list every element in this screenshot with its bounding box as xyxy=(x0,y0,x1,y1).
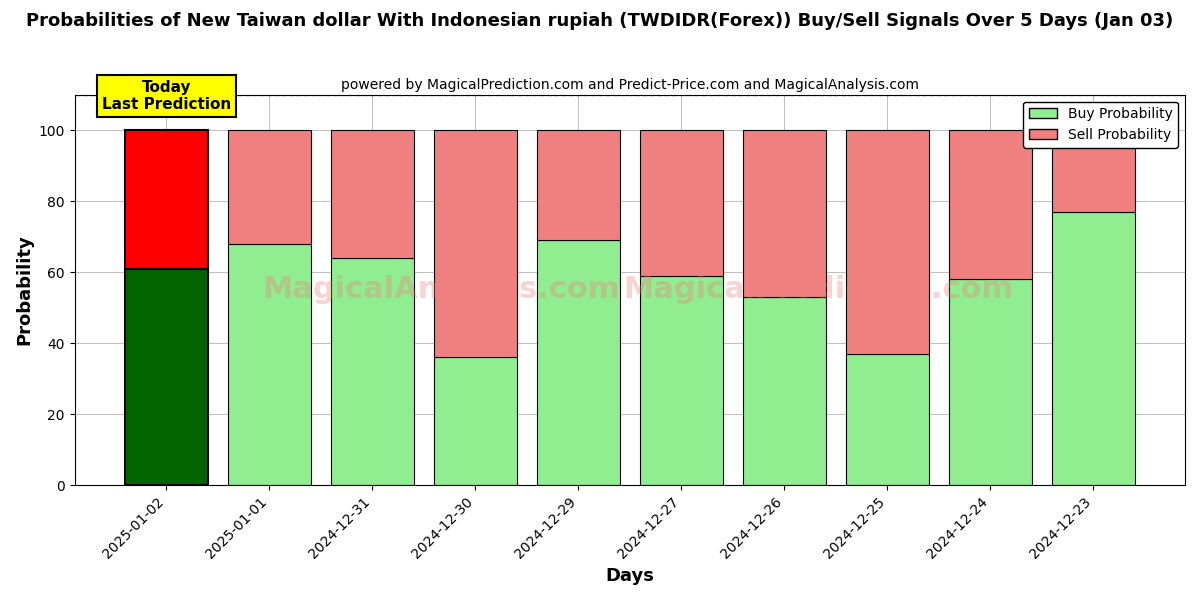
Text: Probabilities of New Taiwan dollar With Indonesian rupiah (TWDIDR(Forex)) Buy/Se: Probabilities of New Taiwan dollar With … xyxy=(26,12,1174,30)
Bar xyxy=(125,269,208,485)
Bar xyxy=(125,130,208,269)
Bar xyxy=(538,240,619,485)
Legend: Buy Probability, Sell Probability: Buy Probability, Sell Probability xyxy=(1024,101,1178,148)
Bar xyxy=(434,358,516,485)
Bar xyxy=(331,130,414,258)
Bar xyxy=(949,130,1032,279)
Bar xyxy=(538,130,619,240)
Bar xyxy=(1052,130,1134,212)
Bar xyxy=(846,354,929,485)
Bar xyxy=(949,279,1032,485)
Bar xyxy=(434,130,516,358)
Bar xyxy=(846,130,929,354)
Bar xyxy=(1052,212,1134,485)
X-axis label: Days: Days xyxy=(605,567,654,585)
Text: Today
Last Prediction: Today Last Prediction xyxy=(102,80,230,112)
Bar xyxy=(228,130,311,244)
Bar xyxy=(640,130,722,275)
Bar xyxy=(743,297,826,485)
Bar xyxy=(640,275,722,485)
Bar xyxy=(228,244,311,485)
Text: MagicalAnalysis.com: MagicalAnalysis.com xyxy=(263,275,620,304)
Title: powered by MagicalPrediction.com and Predict-Price.com and MagicalAnalysis.com: powered by MagicalPrediction.com and Pre… xyxy=(341,78,919,92)
Text: MagicalPrediction.com: MagicalPrediction.com xyxy=(624,275,1014,304)
Bar xyxy=(743,130,826,297)
Bar xyxy=(331,258,414,485)
Y-axis label: Probability: Probability xyxy=(16,235,34,345)
